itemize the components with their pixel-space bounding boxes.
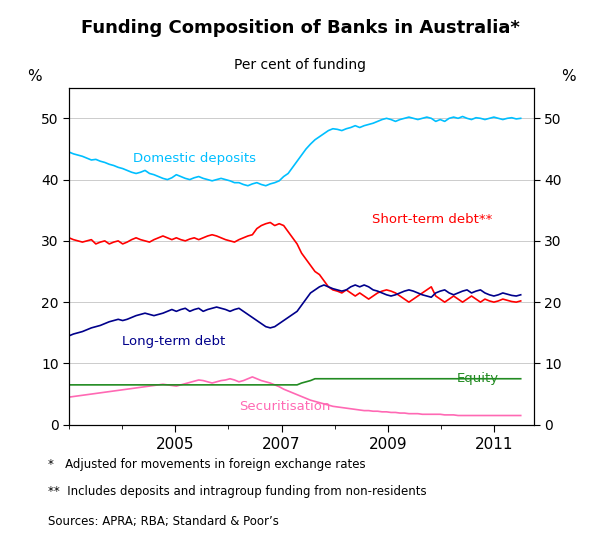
Text: Long-term debt: Long-term debt xyxy=(122,335,226,349)
Text: Sources: APRA; RBA; Standard & Poor’s: Sources: APRA; RBA; Standard & Poor’s xyxy=(48,515,279,528)
Text: *   Adjusted for movements in foreign exchange rates: * Adjusted for movements in foreign exch… xyxy=(48,458,365,471)
Text: Domestic deposits: Domestic deposits xyxy=(133,152,256,164)
Text: %: % xyxy=(27,69,41,84)
Text: Securitisation: Securitisation xyxy=(239,400,331,413)
Text: %: % xyxy=(562,69,576,84)
Text: Equity: Equity xyxy=(457,372,499,385)
Text: **  Includes deposits and intragroup funding from non-residents: ** Includes deposits and intragroup fund… xyxy=(48,485,427,498)
Text: Per cent of funding: Per cent of funding xyxy=(234,58,366,72)
Text: Short-term debt**: Short-term debt** xyxy=(372,213,492,226)
Text: Funding Composition of Banks in Australia*: Funding Composition of Banks in Australi… xyxy=(80,19,520,37)
